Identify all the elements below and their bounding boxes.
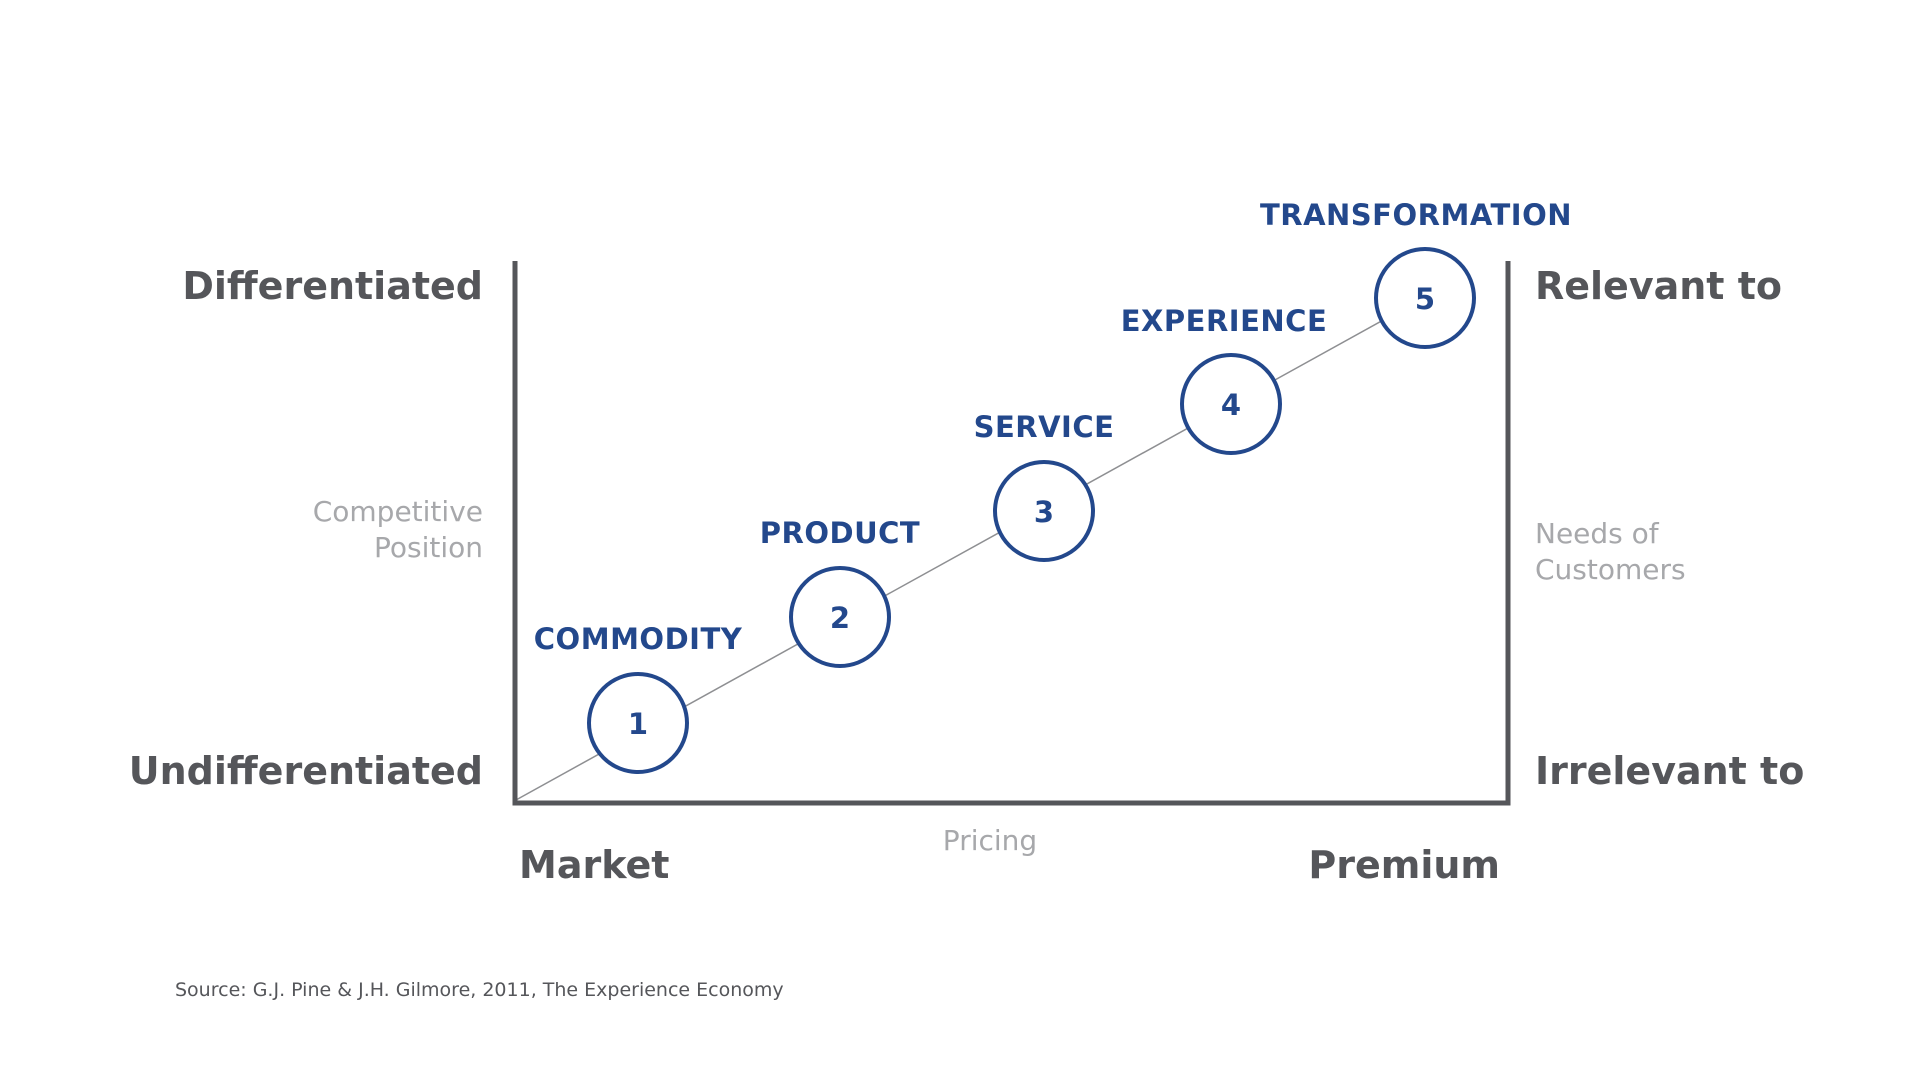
stage-5-number: 5 [1415, 282, 1435, 316]
stage-1-circle [587, 672, 689, 774]
right-axis-title: Needs of Customers [1535, 516, 1686, 588]
x-axis-right-label: Premium [1308, 843, 1500, 887]
stage-4-label: EXPERIENCE [1120, 304, 1328, 338]
right-axis-top-label: Relevant to [1535, 264, 1782, 308]
stage-3-label: SERVICE [973, 410, 1115, 444]
right-axis-title-line2: Customers [1535, 553, 1686, 586]
y-axis-bottom-label: Undifferentiated [128, 749, 483, 793]
stage-5-label: TRANSFORMATION [1259, 198, 1573, 232]
y-axis-title: Competitive Position [313, 494, 483, 566]
stage-5-circle [1374, 247, 1476, 349]
stage-1-marker: 1 [587, 672, 689, 774]
stage-4-marker: 4 [1180, 353, 1282, 455]
stage-2-number: 2 [830, 601, 850, 635]
stage-2-circle [789, 566, 891, 668]
stage-4-number: 4 [1221, 388, 1241, 422]
stage-2-label: PRODUCT [759, 516, 921, 550]
stage-3-circle [993, 460, 1095, 562]
x-axis-title: Pricing [942, 824, 1038, 857]
y-axis-top-label: Differentiated [182, 264, 483, 308]
stage-2-marker: 2 [789, 566, 891, 668]
stage-4-circle [1180, 353, 1282, 455]
stage-1-label: COMMODITY [533, 622, 743, 656]
source-citation: Source: G.J. Pine & J.H. Gilmore, 2011, … [175, 979, 784, 1001]
stage-3-number: 3 [1034, 495, 1054, 529]
stage-1-number: 1 [628, 707, 648, 741]
x-axis-left-label: Market [519, 843, 670, 887]
right-axis-title-line1: Needs of [1535, 517, 1659, 550]
chart-frame [512, 261, 1511, 806]
y-axis-title-line1: Competitive [312, 495, 483, 528]
stage-3-marker: 3 [993, 460, 1095, 562]
stage-5-marker: 5 [1374, 247, 1476, 349]
right-axis-bottom-label: Irrelevant to [1535, 749, 1805, 793]
y-axis-title-line2: Position [373, 531, 483, 564]
